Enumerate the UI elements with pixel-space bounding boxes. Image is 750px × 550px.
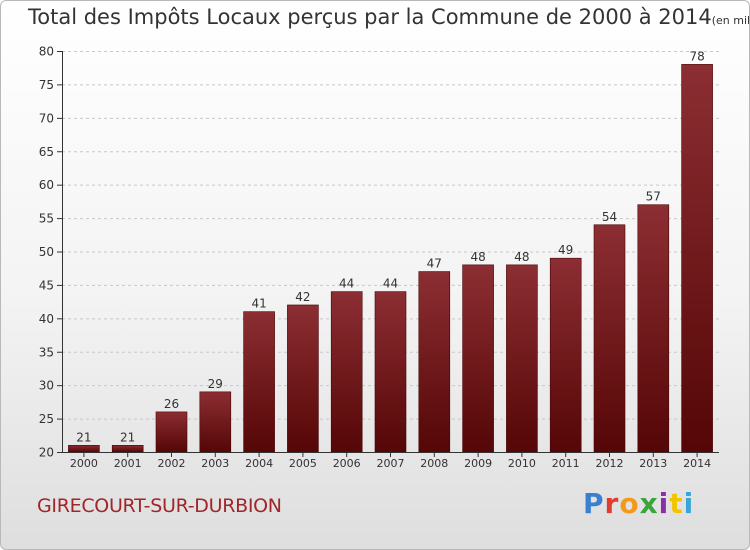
y-tick-label: 60 (39, 178, 54, 192)
y-axis: 20 25 30 35 40 45 50 55 60 65 70 75 80 (39, 45, 63, 460)
data-label: 78 (689, 49, 704, 63)
unit-label: (en milliers d'€) (711, 14, 750, 27)
bar-2008 (418, 271, 451, 453)
y-tick-label: 75 (39, 78, 54, 92)
data-label: 47 (427, 257, 442, 271)
data-label: 29 (208, 377, 223, 391)
x-tick-label: 2005 (289, 457, 317, 470)
proxiti-logo: Proxiti (583, 487, 695, 520)
bar-2007 (374, 291, 407, 453)
data-label: 26 (164, 397, 179, 411)
y-tick-label: 50 (39, 245, 54, 259)
bar-2014 (681, 64, 713, 453)
x-tick-label: 2011 (552, 457, 580, 470)
data-label: 49 (558, 243, 573, 257)
x-tick-label: 2007 (377, 457, 405, 470)
bar-2006 (330, 291, 363, 453)
x-tick-label: 2006 (333, 457, 361, 470)
bar-2002 (155, 411, 188, 453)
x-tick-label: 2002 (158, 457, 186, 470)
x-tick-label: 2008 (420, 457, 448, 470)
data-label: 48 (470, 250, 485, 264)
x-tick-label: 2014 (683, 457, 711, 470)
y-tick-label: 30 (39, 379, 54, 393)
x-tick-label: 2012 (596, 457, 624, 470)
x-tick-label: 2003 (201, 457, 229, 470)
bar-2005 (287, 304, 319, 453)
bar-2001 (111, 445, 144, 453)
data-label: 21 (120, 430, 135, 444)
data-label: 42 (295, 290, 310, 304)
y-tick-label: 65 (39, 145, 54, 159)
bar-2004 (243, 311, 275, 453)
bars: 21 21 26 29 41 42 44 44 47 48 48 49 54 57 78 (68, 49, 713, 453)
chart-title-block: Total des Impôts Locaux perçus par la Co… (28, 5, 750, 29)
x-tick-label: 2001 (114, 457, 142, 470)
bar-2011 (549, 257, 582, 453)
data-label: 44 (339, 277, 354, 291)
data-label: 54 (602, 210, 617, 224)
y-tick-label: 40 (39, 312, 54, 326)
data-label: 21 (76, 430, 91, 444)
x-tick-label: 2010 (508, 457, 536, 470)
x-tick-label: 2004 (245, 457, 273, 470)
bar-2010 (506, 264, 538, 453)
bar-2012 (593, 224, 626, 453)
chart-title: Total des Impôts Locaux perçus par la Co… (28, 5, 712, 29)
y-tick-label: 70 (39, 111, 54, 125)
y-tick-label: 80 (39, 45, 54, 59)
data-label: 48 (514, 250, 529, 264)
y-tick-label: 25 (39, 412, 54, 426)
data-label: 41 (251, 297, 266, 311)
x-tick-label: 2013 (639, 457, 667, 470)
y-tick-label: 20 (39, 446, 54, 460)
bar-2013 (637, 204, 670, 453)
data-label: 44 (383, 277, 398, 291)
y-tick-label: 45 (39, 278, 54, 292)
x-axis: 2000 2001 2002 2003 2004 2005 2006 2007 2008 2009… (62, 452, 719, 470)
x-tick-label: 2009 (464, 457, 492, 470)
y-tick-label: 55 (39, 212, 54, 226)
commune-name: GIRECOURT-SUR-DURBION (37, 495, 282, 517)
data-label: 57 (646, 190, 661, 204)
bar-2000 (68, 445, 100, 453)
x-tick-label: 2000 (70, 457, 98, 470)
bar-2003 (199, 391, 232, 453)
y-tick-label: 35 (39, 345, 54, 359)
bar-2009 (462, 264, 494, 453)
